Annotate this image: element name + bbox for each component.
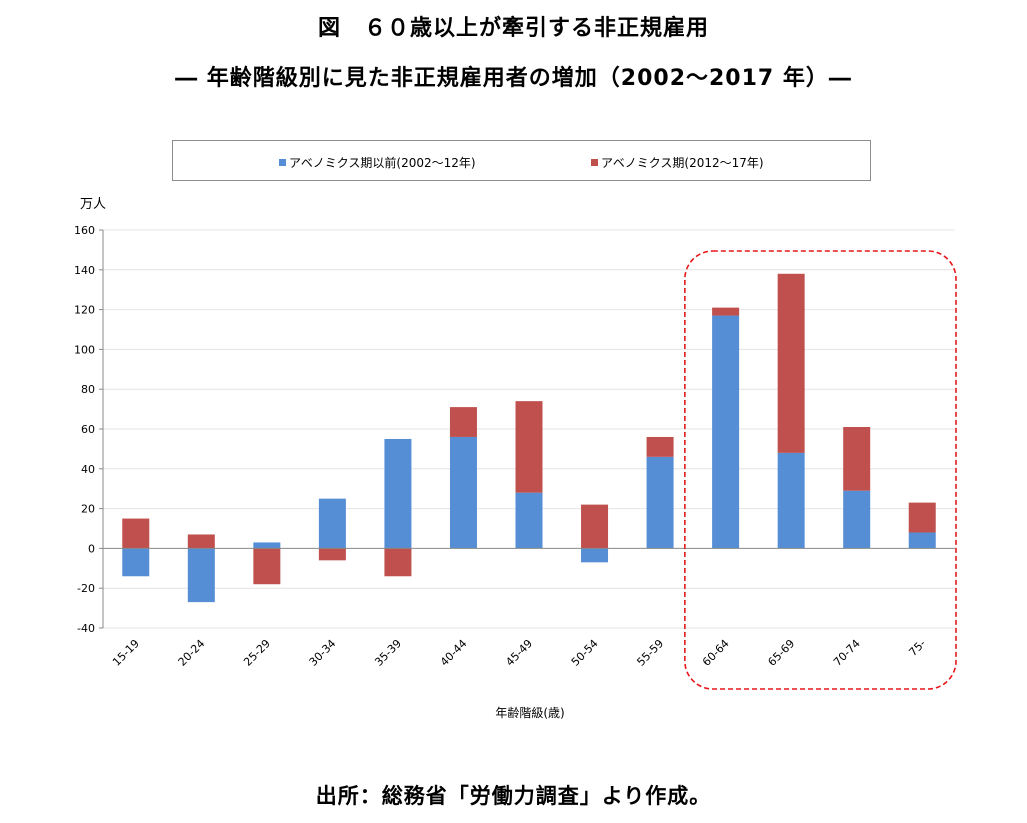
x-tick-label: 25-29 (241, 637, 273, 669)
bar-series-2 (384, 548, 412, 577)
x-tick-label: 15-19 (110, 637, 142, 669)
bar-series-1 (187, 548, 215, 603)
bar-series-2 (515, 401, 543, 493)
y-tick-label: 60 (81, 423, 95, 436)
source-note: 出所：総務省「労働力調査」より作成。 (315, 784, 712, 808)
x-tick-label: 40-44 (438, 637, 470, 669)
x-tick-label: 30-34 (307, 637, 339, 669)
legend: アベノミクス期以前(2002～12年) アベノミクス期(2012～17年) (172, 140, 871, 181)
bar-series-1 (908, 532, 936, 549)
y-tick-label: 140 (74, 264, 95, 277)
x-tick-label: 65-69 (765, 637, 797, 669)
bar-series-2 (253, 548, 281, 585)
bar-series-1 (581, 548, 609, 563)
legend-item-series-2: アベノミクス期(2012～17年) (591, 154, 764, 171)
bar-series-1 (449, 436, 477, 549)
y-tick-label: 100 (74, 343, 95, 356)
x-tick-label: 55-59 (634, 637, 666, 669)
bar-series-2 (318, 548, 346, 561)
bar-series-2 (449, 407, 477, 437)
y-tick-label: 120 (74, 304, 95, 317)
x-tick-label: 75- (906, 637, 928, 659)
bar-series-1 (253, 542, 281, 549)
x-tick-label: 20-24 (176, 637, 208, 669)
y-tick-label: 20 (81, 503, 95, 516)
x-tick-label: 35-39 (372, 637, 404, 669)
x-tick-label: 60-64 (700, 637, 732, 669)
bar-series-2 (777, 273, 805, 453)
y-unit-label: 万人 (80, 197, 107, 212)
bar-series-1 (318, 498, 346, 549)
x-axis-title: 年齢階級(歳) (495, 706, 565, 720)
chart-subtitle: ― 年齢階級別に見た非正規雇用者の増加（2002～2017 年）― (175, 66, 852, 91)
bar-series-2 (712, 307, 740, 316)
y-tick-label: 0 (88, 542, 95, 555)
y-tick-label: 40 (81, 463, 95, 476)
bar-series-2 (908, 502, 936, 533)
bar-series-2 (122, 518, 150, 549)
bar-series-1 (843, 490, 871, 549)
y-tick-label: 160 (74, 224, 95, 237)
bar-series-2 (187, 534, 215, 549)
x-tick-label: 45-49 (503, 637, 535, 669)
bar-series-2 (581, 504, 609, 549)
bar-series-1 (777, 452, 805, 549)
chart-title: 図 ６０歳以上が牽引する非正規雇用 (317, 16, 709, 41)
legend-swatch-blue (279, 159, 286, 166)
bar-series-1 (712, 315, 740, 549)
legend-label-series-1: アベノミクス期以前(2002～12年) (289, 156, 476, 170)
bar-series-1 (515, 492, 543, 549)
bar-series-2 (843, 427, 871, 491)
y-tick-label: -40 (77, 622, 95, 635)
bar-series-1 (384, 438, 412, 549)
y-tick-label: -20 (77, 582, 95, 595)
highlight-box (684, 250, 957, 690)
bar-series-1 (122, 548, 150, 577)
legend-swatch-red (591, 159, 598, 166)
legend-item-series-1: アベノミクス期以前(2002～12年) (279, 154, 476, 171)
y-tick-label: 80 (81, 383, 95, 396)
bar-series-2 (646, 436, 674, 457)
bar-series-1 (646, 456, 674, 549)
x-tick-label: 70-74 (831, 637, 863, 669)
x-tick-label: 50-54 (569, 637, 601, 669)
legend-label-series-2: アベノミクス期(2012～17年) (601, 156, 764, 170)
